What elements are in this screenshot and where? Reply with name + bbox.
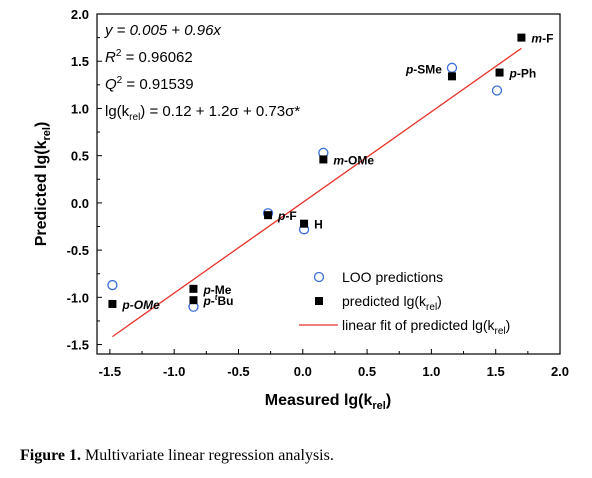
predicted-point: [189, 296, 198, 305]
loo-point: [446, 62, 458, 73]
x-axis-title-sub: rel: [372, 400, 385, 412]
point-label: p-F: [277, 209, 297, 223]
fit-line-layer: [112, 47, 522, 338]
annotation-q2: Q2 = 0.91539: [105, 75, 194, 93]
predicted-point: [517, 33, 526, 42]
y-tick-label: 1.0: [71, 101, 89, 116]
fit-line: [112, 47, 522, 338]
y-axis-title-sub: rel: [41, 127, 53, 140]
x-tick-label: -1.0: [163, 364, 185, 379]
y-tick-label: 0.5: [71, 149, 89, 164]
annotation-r2: R2 = 0.96062: [105, 48, 193, 66]
x-tick-label: -1.5: [99, 364, 121, 379]
point-labels-layer: p-OMe p-Mep-tBu p-F Hm-OMe p-SMe p-Ph m-F: [121, 32, 553, 312]
y-tick-label: -1.0: [67, 290, 89, 305]
loo-point: [491, 85, 503, 96]
point-label: p-Me: [202, 283, 231, 297]
point-label: p-Ph: [509, 67, 537, 81]
y-tick-label: -0.5: [67, 243, 89, 258]
y-tick-labels: -1.5 -1.0 -0.5 0.0 0.5 1.0 1.5 2.0: [67, 7, 89, 353]
legend-predicted-label: predicted lg(krel): [342, 293, 442, 313]
x-tick-label: 1.0: [422, 364, 440, 379]
point-label: p-SMe: [405, 62, 442, 76]
legend-loo-marker: [313, 271, 325, 283]
point-label: p-tBu: [202, 293, 233, 308]
plot-frame: [96, 13, 561, 355]
x-tick-label: 2.0: [551, 364, 569, 379]
annotation-equation: y = 0.005 + 0.96x: [104, 22, 221, 39]
loo-point: [107, 279, 118, 291]
point-label: m-F: [531, 32, 553, 46]
legend: LOO predictions predicted lg(krel) linea…: [299, 269, 510, 337]
y-tick-label: -1.5: [67, 338, 89, 353]
predicted-points-layer: [108, 33, 526, 308]
predicted-point: [495, 68, 504, 77]
legend-fit-label: linear fit of predicted lg(krel): [342, 317, 510, 337]
point-label: H: [314, 218, 323, 232]
x-tick-label: 0.0: [294, 364, 312, 379]
caption-text: Multivariate linear regression analysis.: [81, 447, 334, 464]
point-label: p-OMe: [121, 298, 160, 312]
axis-ticks: [97, 13, 561, 354]
predicted-point: [447, 72, 456, 81]
y-tick-label: 1.5: [71, 54, 89, 69]
x-tick-labels: -1.5 -1.0 -0.5 0.0 0.5 1.0 1.5 2.0: [99, 364, 569, 379]
y-tick-label: 0.0: [71, 196, 89, 211]
x-tick-label: 0.5: [358, 364, 376, 379]
x-tick-label: 1.5: [487, 364, 505, 379]
caption-label: Figure 1.: [20, 447, 82, 464]
legend-predicted-marker: [315, 297, 323, 305]
predicted-point: [189, 284, 198, 293]
point-label: m-OMe: [333, 153, 374, 167]
x-tick-label: -0.5: [227, 364, 249, 379]
figure-caption: Figure 1. Multivariate linear regression…: [20, 447, 334, 465]
predicted-point: [264, 211, 273, 220]
y-axis-title: Predicted lg(krel): [33, 122, 53, 247]
legend-loo-label: LOO predictions: [342, 269, 443, 285]
x-axis-title: Measured lg(krel): [265, 392, 391, 412]
predicted-point: [300, 219, 309, 228]
annotation-block: y = 0.005 + 0.96x R2 = 0.96062 Q2 = 0.91…: [104, 22, 300, 123]
y-tick-label: 2.0: [71, 7, 89, 22]
predicted-point: [108, 299, 117, 308]
predicted-point: [319, 155, 328, 164]
annotation-model: lg(krel) = 0.12 + 1.2σ + 0.73σ*: [105, 103, 300, 123]
